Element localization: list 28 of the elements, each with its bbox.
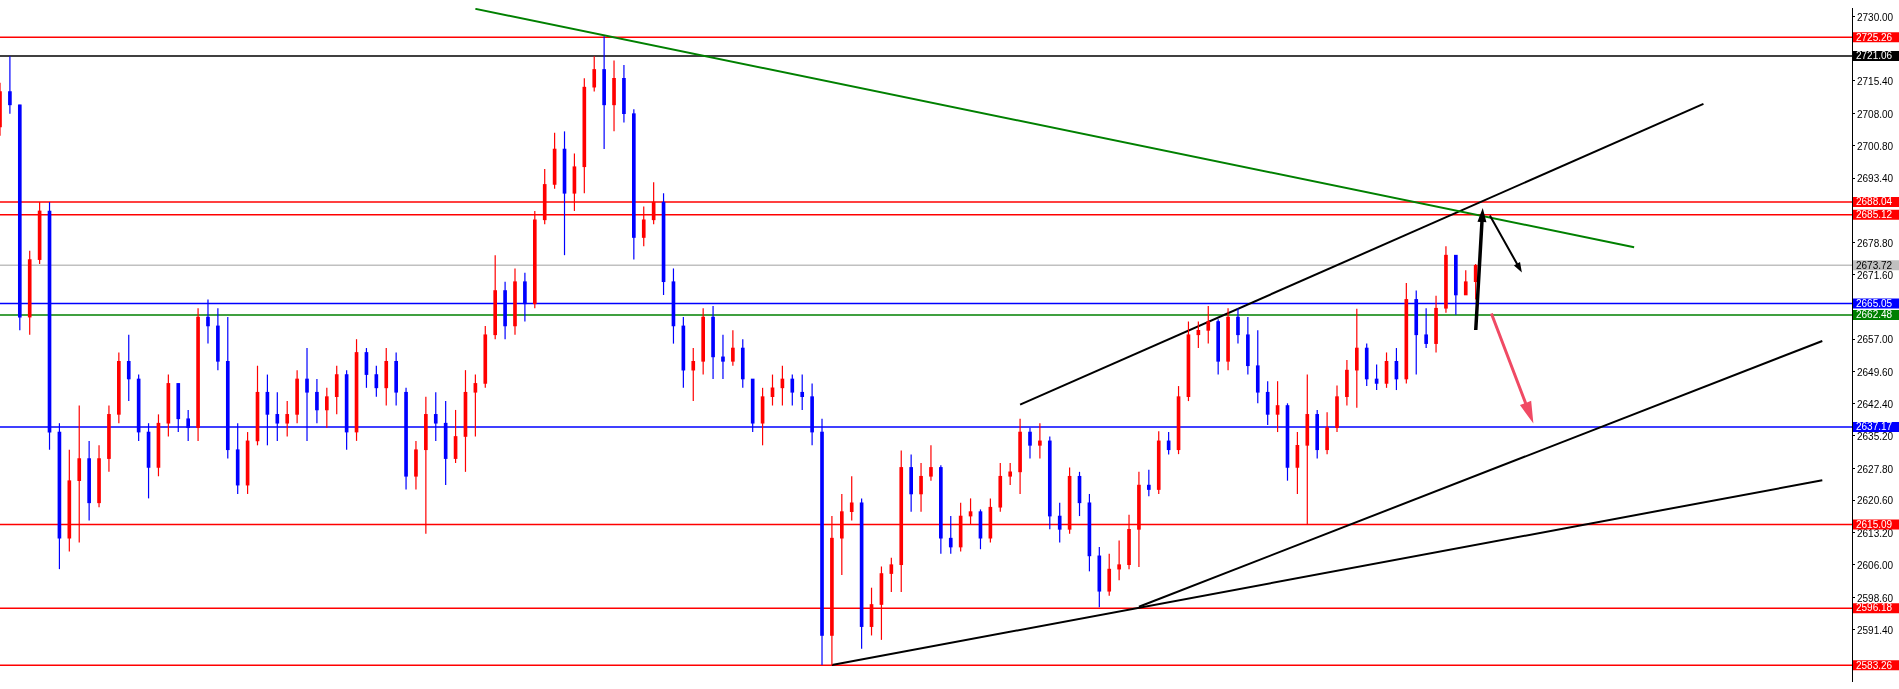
- y-tick-label: 2700.80: [1857, 140, 1894, 152]
- ref-line-label: 2673.72: [1856, 259, 1893, 271]
- y-tick-label: 2730.00: [1857, 11, 1894, 23]
- y-tick-label: 2606.00: [1857, 559, 1894, 571]
- y-tick-label: 2649.60: [1857, 367, 1894, 379]
- y-tick-label: 2642.40: [1857, 399, 1894, 410]
- ref-line-label: 2721.06: [1856, 50, 1893, 62]
- ref-line-label: 2596.18: [1856, 602, 1893, 614]
- ref-line-label: 2662.48: [1856, 309, 1893, 321]
- y-tick-label: 2678.80: [1857, 238, 1894, 250]
- y-tick-label: 2620.60: [1857, 495, 1894, 507]
- y-tick-label: 2591.40: [1857, 624, 1894, 636]
- y-tick-label: 2598.60: [1857, 592, 1894, 604]
- ref-line-label: 2583.26: [1856, 659, 1893, 671]
- ref-line-label: 2615.09: [1856, 518, 1893, 530]
- y-tick-label: 2671.60: [1857, 269, 1894, 281]
- y-tick-label: 2635.20: [1857, 430, 1894, 442]
- ref-line-label: 2688.04: [1856, 196, 1893, 208]
- y-tick-label: 2693.40: [1857, 173, 1894, 185]
- y-tick-label: 2715.40: [1857, 76, 1894, 88]
- y-tick-label: 2708.00: [1857, 108, 1894, 120]
- y-tick-label: 2627.80: [1857, 463, 1894, 475]
- ref-line-label: 2665.05: [1856, 297, 1893, 309]
- ref-line-label: 2685.12: [1856, 209, 1893, 221]
- y-tick-label: 2613.20: [1857, 528, 1894, 540]
- ref-line-label: 2725.26: [1856, 31, 1893, 43]
- y-tick-label: 2657.00: [1857, 334, 1894, 346]
- ref-line-label: 2637.17: [1856, 421, 1893, 433]
